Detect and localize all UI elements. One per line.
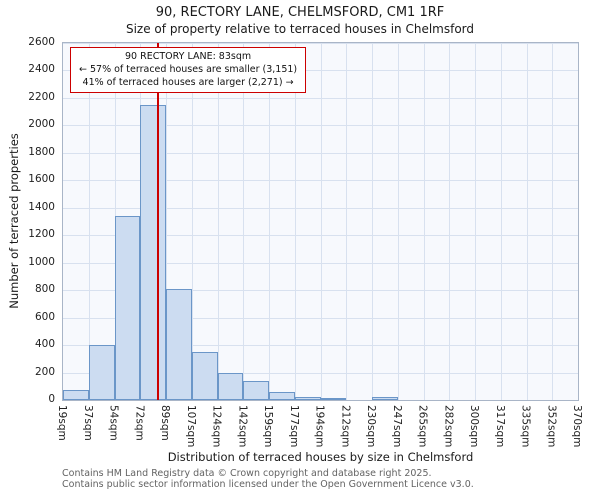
x-tick-label: 352sqm bbox=[545, 405, 558, 448]
annotation-box: 90 RECTORY LANE: 83sqm ← 57% of terraced… bbox=[70, 47, 307, 94]
x-tick-label: 142sqm bbox=[236, 405, 249, 448]
histogram-bar bbox=[88, 345, 115, 400]
property-marker-line bbox=[156, 43, 159, 400]
y-tick-label: 1400 bbox=[28, 200, 55, 213]
gridline-vertical bbox=[294, 43, 296, 400]
histogram-bar bbox=[140, 104, 166, 400]
chart-subtitle: Size of property relative to terraced ho… bbox=[125, 22, 475, 36]
histogram-bar bbox=[114, 216, 141, 400]
gridline-vertical bbox=[423, 43, 425, 400]
x-tick-label: 37sqm bbox=[81, 405, 94, 441]
plot-area bbox=[62, 42, 579, 401]
annotation-larger-line: 41% of terraced houses are larger (2,271… bbox=[82, 76, 294, 88]
histogram-bar bbox=[294, 397, 321, 400]
gridline-vertical bbox=[500, 43, 502, 400]
x-tick-label: 124sqm bbox=[210, 405, 223, 448]
y-tick-label: 800 bbox=[34, 283, 55, 296]
x-tick-label: 194sqm bbox=[313, 405, 326, 448]
histogram-bar bbox=[243, 381, 269, 400]
y-tick-label: 2200 bbox=[28, 90, 55, 103]
x-tick-label: 370sqm bbox=[571, 405, 583, 448]
gridline-vertical bbox=[191, 43, 193, 400]
y-tick-label: 600 bbox=[34, 310, 55, 323]
histogram-bar bbox=[166, 288, 192, 400]
histogram-bar bbox=[191, 351, 218, 400]
gridline-vertical bbox=[526, 43, 528, 400]
x-tick-label: 247sqm bbox=[390, 405, 403, 448]
y-tick-label: 1600 bbox=[28, 173, 55, 186]
x-tick-label: 212sqm bbox=[339, 405, 352, 448]
gridline-vertical bbox=[269, 43, 270, 400]
annotation-property-line: 90 RECTORY LANE: 83sqm bbox=[125, 51, 252, 62]
gridline-vertical bbox=[552, 43, 554, 400]
gridline-vertical bbox=[320, 43, 322, 400]
y-tick-label: 200 bbox=[34, 365, 55, 378]
gridline-vertical bbox=[166, 43, 167, 400]
x-axis-label: Distribution of terraced houses by size … bbox=[167, 450, 474, 464]
gridline-vertical bbox=[346, 43, 348, 400]
x-tick-label: 159sqm bbox=[262, 405, 274, 448]
x-tick-label: 230sqm bbox=[365, 405, 377, 448]
x-tick-label: 54sqm bbox=[107, 405, 120, 441]
x-tick-label: 282sqm bbox=[442, 405, 455, 448]
y-tick-label: 1200 bbox=[28, 228, 55, 241]
x-tick-label: 177sqm bbox=[287, 405, 300, 448]
gridline-vertical bbox=[243, 43, 245, 400]
gridline-vertical bbox=[217, 43, 219, 400]
y-tick-label: 2400 bbox=[28, 63, 55, 76]
histogram-bar bbox=[372, 397, 398, 400]
x-tick-label: 265sqm bbox=[416, 405, 429, 448]
y-tick-label: 0 bbox=[48, 393, 55, 405]
x-tick-label: 19sqm bbox=[56, 405, 68, 441]
x-tick-label: 72sqm bbox=[133, 405, 146, 441]
gridline-vertical bbox=[372, 43, 373, 400]
y-tick-label: 2600 bbox=[28, 36, 55, 48]
y-tick-label: 1000 bbox=[28, 255, 55, 268]
x-tick-label: 107sqm bbox=[184, 405, 197, 448]
histogram-bar bbox=[269, 392, 295, 400]
histogram-bar bbox=[320, 398, 347, 400]
gridline-vertical bbox=[449, 43, 451, 400]
gridline-vertical bbox=[88, 43, 90, 400]
x-tick-label: 89sqm bbox=[159, 405, 171, 441]
chart-title: 90, RECTORY LANE, CHELMSFORD, CM1 1RF bbox=[155, 5, 445, 20]
x-tick-label: 335sqm bbox=[519, 405, 532, 448]
x-tick-label: 317sqm bbox=[493, 405, 506, 448]
footer-attribution-line1: Contains HM Land Registry data © Crown c… bbox=[62, 468, 432, 479]
y-tick-label: 2000 bbox=[28, 118, 55, 131]
annotation-smaller-line: ← 57% of terraced houses are smaller (3,… bbox=[79, 63, 298, 75]
histogram-bar bbox=[63, 389, 89, 400]
gridline-vertical bbox=[397, 43, 399, 400]
x-tick-label: 300sqm bbox=[468, 405, 480, 448]
y-tick-label: 400 bbox=[34, 338, 55, 351]
footer-attribution-line2: Contains public sector information licen… bbox=[62, 479, 474, 490]
gridline-vertical bbox=[475, 43, 476, 400]
histogram-bar bbox=[217, 372, 244, 400]
y-tick-label: 1800 bbox=[28, 145, 55, 158]
